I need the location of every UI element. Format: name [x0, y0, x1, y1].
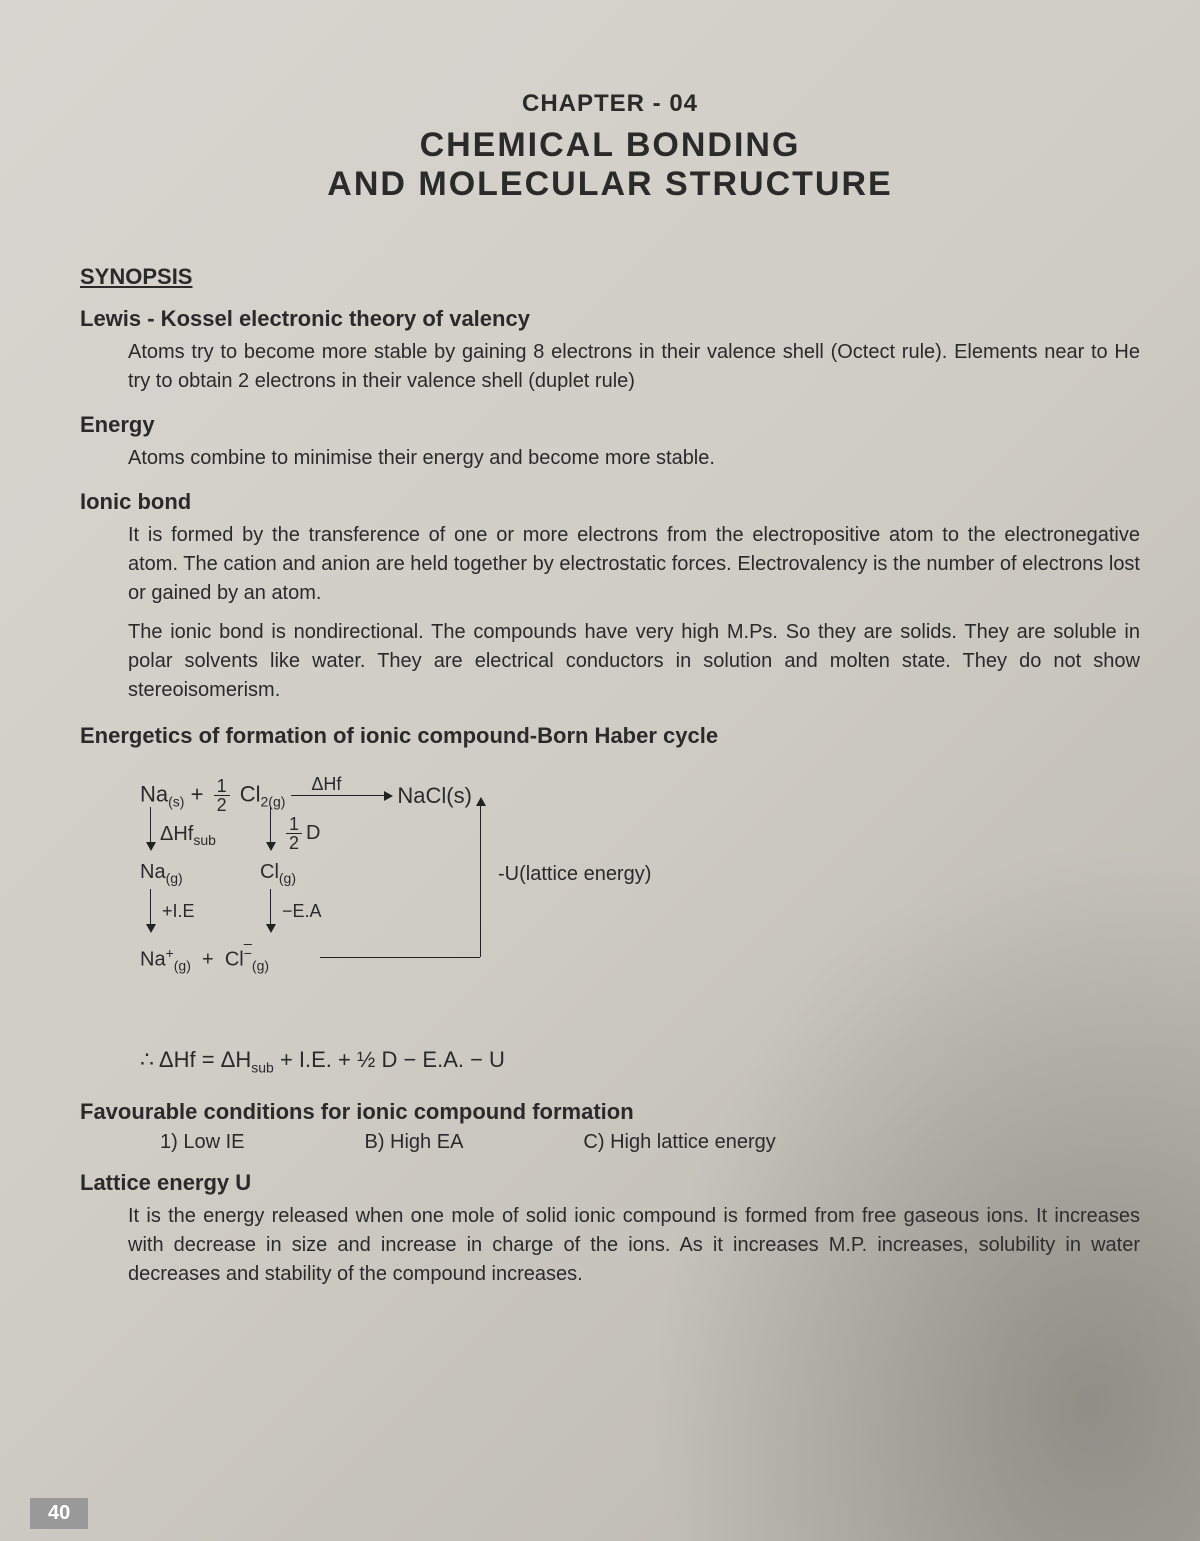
- lattice-label: -U(lattice energy): [498, 863, 651, 886]
- delta-hf-arrow: ΔHf: [291, 795, 391, 796]
- half-d-label: 12D: [282, 815, 320, 852]
- cycle-product: NaCl(s): [397, 783, 472, 809]
- energetics-heading: Energetics of formation of ionic compoun…: [80, 723, 1140, 749]
- favourable-heading: Favourable conditions for ionic compound…: [80, 1099, 1140, 1125]
- dhf-sub-label: ΔHfsub: [160, 823, 216, 848]
- na-gas: Na(g): [140, 861, 183, 886]
- page-number: 40: [30, 1498, 88, 1529]
- synopsis-heading: SYNOPSIS: [80, 264, 1140, 290]
- arrow-lattice: [480, 799, 481, 957]
- lewis-heading: Lewis - Kossel electronic theory of vale…: [80, 306, 1140, 332]
- ionic-heading: Ionic bond: [80, 489, 1140, 515]
- arrow-ie: [150, 889, 151, 931]
- arrow-ea: [270, 889, 271, 931]
- option-high-lattice: C) High lattice energy: [583, 1131, 775, 1154]
- born-haber-equation: ∴ ΔHf = ΔHsub + I.E. + ½ D − E.A. − U: [140, 1047, 1140, 1075]
- chapter-label: CHAPTER - 04: [80, 90, 1140, 118]
- chapter-title-line1: CHEMICAL BONDING: [80, 126, 1140, 165]
- option-low-ie: 1) Low IE: [160, 1131, 244, 1154]
- ie-label: +I.E: [162, 901, 195, 922]
- ions-row: Na+(g) + Cl−(g): [140, 945, 269, 974]
- lattice-heading: Lattice energy U: [80, 1170, 1140, 1196]
- energy-para: Atoms combine to minimise their energy a…: [128, 444, 1140, 473]
- ea-label: −E.A: [282, 901, 322, 922]
- ionic-para1: It is formed by the transference of one …: [128, 521, 1140, 608]
- ionic-para2: The ionic bond is nondirectional. The co…: [128, 618, 1140, 705]
- favourable-options: 1) Low IE B) High EA C) High lattice ene…: [160, 1131, 1140, 1154]
- u-horizontal: [320, 957, 480, 958]
- lewis-para: Atoms try to become more stable by gaini…: [128, 338, 1140, 396]
- born-haber-cycle: Na(s) + 12 Cl2(g) ΔHf NaCl(s) ΔHfsub 12D…: [140, 777, 840, 1017]
- arrow-dissoc: [270, 807, 271, 849]
- arrow-sub: [150, 807, 151, 849]
- cycle-reactants: Na(s) + 12 Cl2(g): [140, 777, 285, 814]
- option-high-ea: B) High EA: [364, 1131, 463, 1154]
- energy-heading: Energy: [80, 412, 1140, 438]
- cl-gas: Cl(g): [260, 861, 296, 886]
- chapter-title-line2: AND MOLECULAR STRUCTURE: [80, 165, 1140, 204]
- lattice-para: It is the energy released when one mole …: [128, 1202, 1140, 1289]
